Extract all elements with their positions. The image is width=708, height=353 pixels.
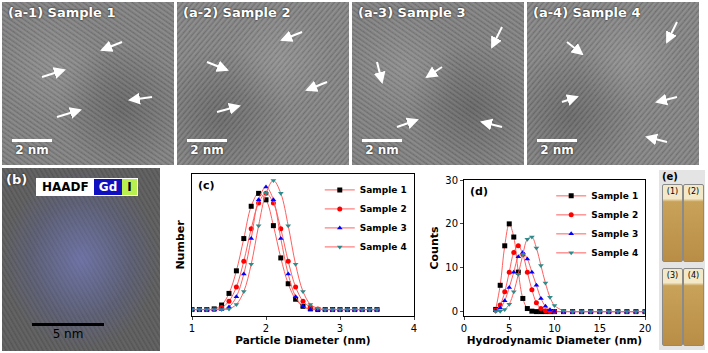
html-text:HAADF: HAADF xyxy=(42,180,89,194)
html-text:5 nm: 5 nm xyxy=(52,327,84,341)
svg-text:Sample 3: Sample 3 xyxy=(591,229,638,239)
html-text:(a-3) Sample 3: (a-3) Sample 3 xyxy=(358,5,466,20)
svg-text:(d): (d) xyxy=(470,185,488,198)
svg-text:0: 0 xyxy=(461,323,467,334)
html-text:2 nm: 2 nm xyxy=(190,143,224,157)
html-text:(1): (1) xyxy=(666,187,679,196)
html-text:(e): (e) xyxy=(662,171,678,182)
svg-text:2: 2 xyxy=(263,323,269,334)
html-text:2 nm: 2 nm xyxy=(15,143,49,157)
svg-text:3: 3 xyxy=(337,323,343,334)
html-text:(a-1) Sample 1: (a-1) Sample 1 xyxy=(8,5,116,20)
svg-text:20: 20 xyxy=(445,218,458,229)
svg-text:Sample 2: Sample 2 xyxy=(360,204,407,214)
html-text:(3): (3) xyxy=(666,271,679,280)
svg-text:Sample 2: Sample 2 xyxy=(591,210,638,220)
svg-text:Sample 1: Sample 1 xyxy=(360,185,407,195)
html-text:(a-2) Sample 2: (a-2) Sample 2 xyxy=(183,5,291,20)
svg-text:15: 15 xyxy=(593,323,606,334)
svg-text:Number: Number xyxy=(174,220,187,270)
svg-text:0: 0 xyxy=(452,306,458,317)
html-text:2 nm: 2 nm xyxy=(365,143,399,157)
svg-text:30: 30 xyxy=(445,175,458,186)
html-text:(b): (b) xyxy=(6,172,28,187)
svg-text:1: 1 xyxy=(189,323,195,334)
svg-text:Counts: Counts xyxy=(428,226,441,270)
svg-text:4: 4 xyxy=(411,323,417,334)
svg-text:20: 20 xyxy=(639,323,652,334)
svg-text:Sample 3: Sample 3 xyxy=(360,223,407,233)
html-text:2 nm: 2 nm xyxy=(540,143,574,157)
svg-text:Sample 1: Sample 1 xyxy=(591,191,638,201)
svg-text:Sample 4: Sample 4 xyxy=(360,242,407,252)
html-text:(a-4) Sample 4: (a-4) Sample 4 xyxy=(533,5,641,20)
html-text:Gd: Gd xyxy=(98,180,118,194)
svg-text:Particle Diameter (nm): Particle Diameter (nm) xyxy=(235,334,370,346)
svg-text:Hydrodynamic Diameter (nm): Hydrodynamic Diameter (nm) xyxy=(467,334,642,346)
svg-text:(c): (c) xyxy=(198,179,215,192)
svg-text:10: 10 xyxy=(548,323,561,334)
svg-text:10: 10 xyxy=(445,262,458,273)
html-text:I: I xyxy=(127,180,132,194)
html-text:(4): (4) xyxy=(687,271,700,280)
svg-text:5: 5 xyxy=(506,323,512,334)
svg-text:Sample 4: Sample 4 xyxy=(591,248,638,258)
html-text:(2): (2) xyxy=(687,187,700,196)
